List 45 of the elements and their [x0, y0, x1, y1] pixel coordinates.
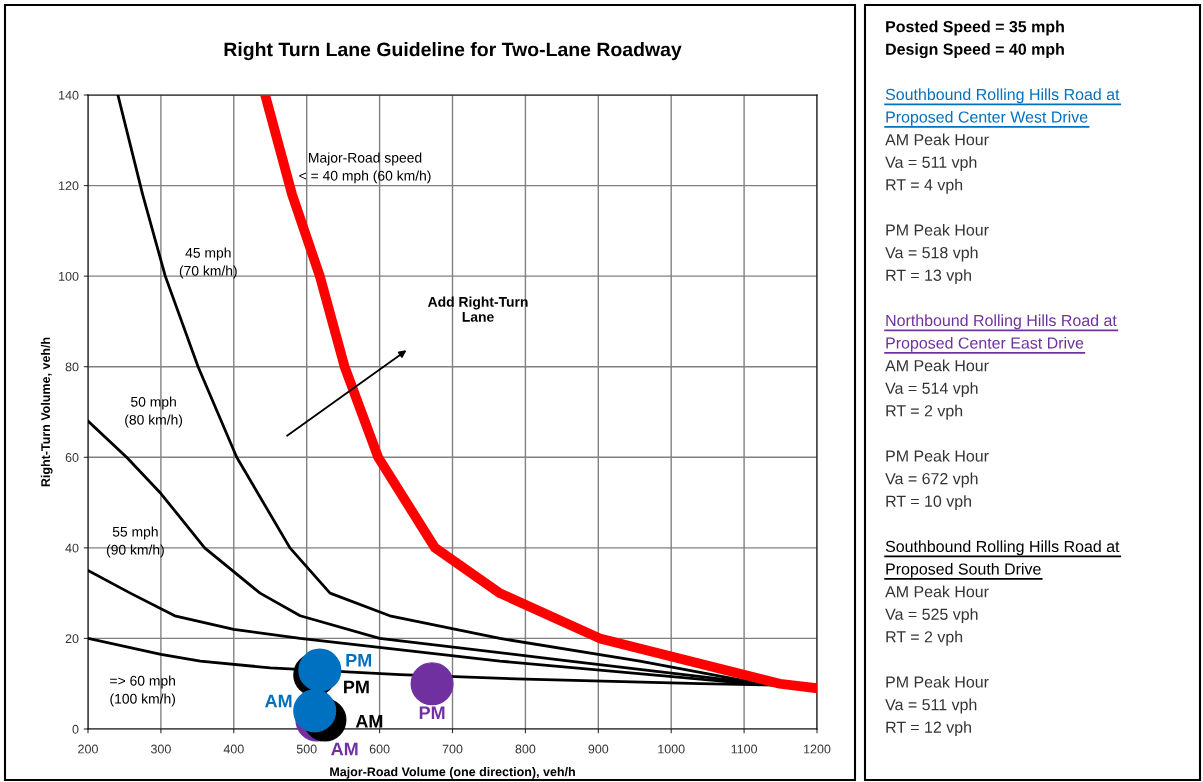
- chart-title: Right Turn Lane Guideline for Two-Lane Roadway: [224, 42, 682, 61]
- text: AM Peak Hour Va = 514 vph RT = 2 vph: [885, 359, 989, 420]
- data-label: AM: [355, 714, 383, 728]
- y-tick-label: 140: [59, 90, 79, 100]
- x-tick-label: 200: [78, 744, 98, 754]
- y-tick-label: 60: [65, 453, 79, 462]
- series-label: => 60 mph (100 km/h): [110, 675, 176, 707]
- series-label: 45 mph (70 km/h): [179, 247, 237, 279]
- text: PM Peak Hour Va = 511 vph RT = 12 vph: [885, 675, 989, 737]
- y-tick-label: 100: [59, 271, 79, 281]
- text: PM Peak Hour Va = 518 vph RT = 13 vph: [885, 223, 989, 285]
- data-label: PM: [344, 680, 369, 694]
- text: AM Peak Hour Va = 525 vph RT = 2 vph: [885, 585, 989, 646]
- y-axis-title: Right-Turn Volume, veh/h: [40, 337, 53, 487]
- x-tick-label: 400: [223, 744, 244, 754]
- series-label: 50 mph (80 km/h): [125, 396, 183, 428]
- x-tick-label: 700: [442, 744, 463, 754]
- x-tick-label: 900: [588, 744, 609, 754]
- text: AM Peak Hour Va = 511 vph RT = 4 vph: [885, 133, 989, 194]
- text: PM Peak Hour Va = 672 vph RT = 10 vph: [885, 449, 989, 511]
- annotation: Add Right-Turn Lane: [427, 296, 528, 322]
- x-tick-label: 1200: [804, 744, 831, 754]
- point: [410, 662, 454, 706]
- x-tick-label: 800: [515, 744, 536, 754]
- series-label: Major-Road speed < = 40 mph (60 km/h): [299, 152, 431, 184]
- data-label: AM: [265, 694, 292, 708]
- text: Northbound Rolling Hills Road at Proposed Center East Drive: [886, 314, 1117, 352]
- series-label: 55 mph (90 km/h): [106, 526, 164, 558]
- text: Southbound Rolling Hills Road at Proposed Center West Drive: [885, 88, 1120, 126]
- x-tick-label: 1000: [658, 744, 685, 754]
- x-axis-title: Major-Road Volume (one direction), veh/h: [330, 767, 575, 779]
- text: Southbound Rolling Hills Road at Proposed South Drive: [885, 540, 1120, 578]
- x-tick-label: 600: [369, 744, 390, 754]
- data-label: AM: [331, 742, 358, 756]
- y-tick-label: 0: [72, 724, 79, 734]
- text: Posted Speed = 35 mph Design Speed = 40 mph: [886, 20, 1064, 59]
- data-label: PM: [346, 654, 372, 667]
- y-tick-label: 120: [59, 181, 79, 191]
- data-label: PM: [419, 706, 445, 719]
- y-tick-label: 40: [65, 543, 79, 553]
- y-tick-label: 20: [65, 634, 79, 644]
- x-tick-label: 300: [150, 744, 171, 754]
- y-tick-label: 80: [65, 362, 79, 372]
- x-tick-label: 1100: [731, 744, 758, 754]
- x-tick-label: 500: [296, 744, 317, 754]
